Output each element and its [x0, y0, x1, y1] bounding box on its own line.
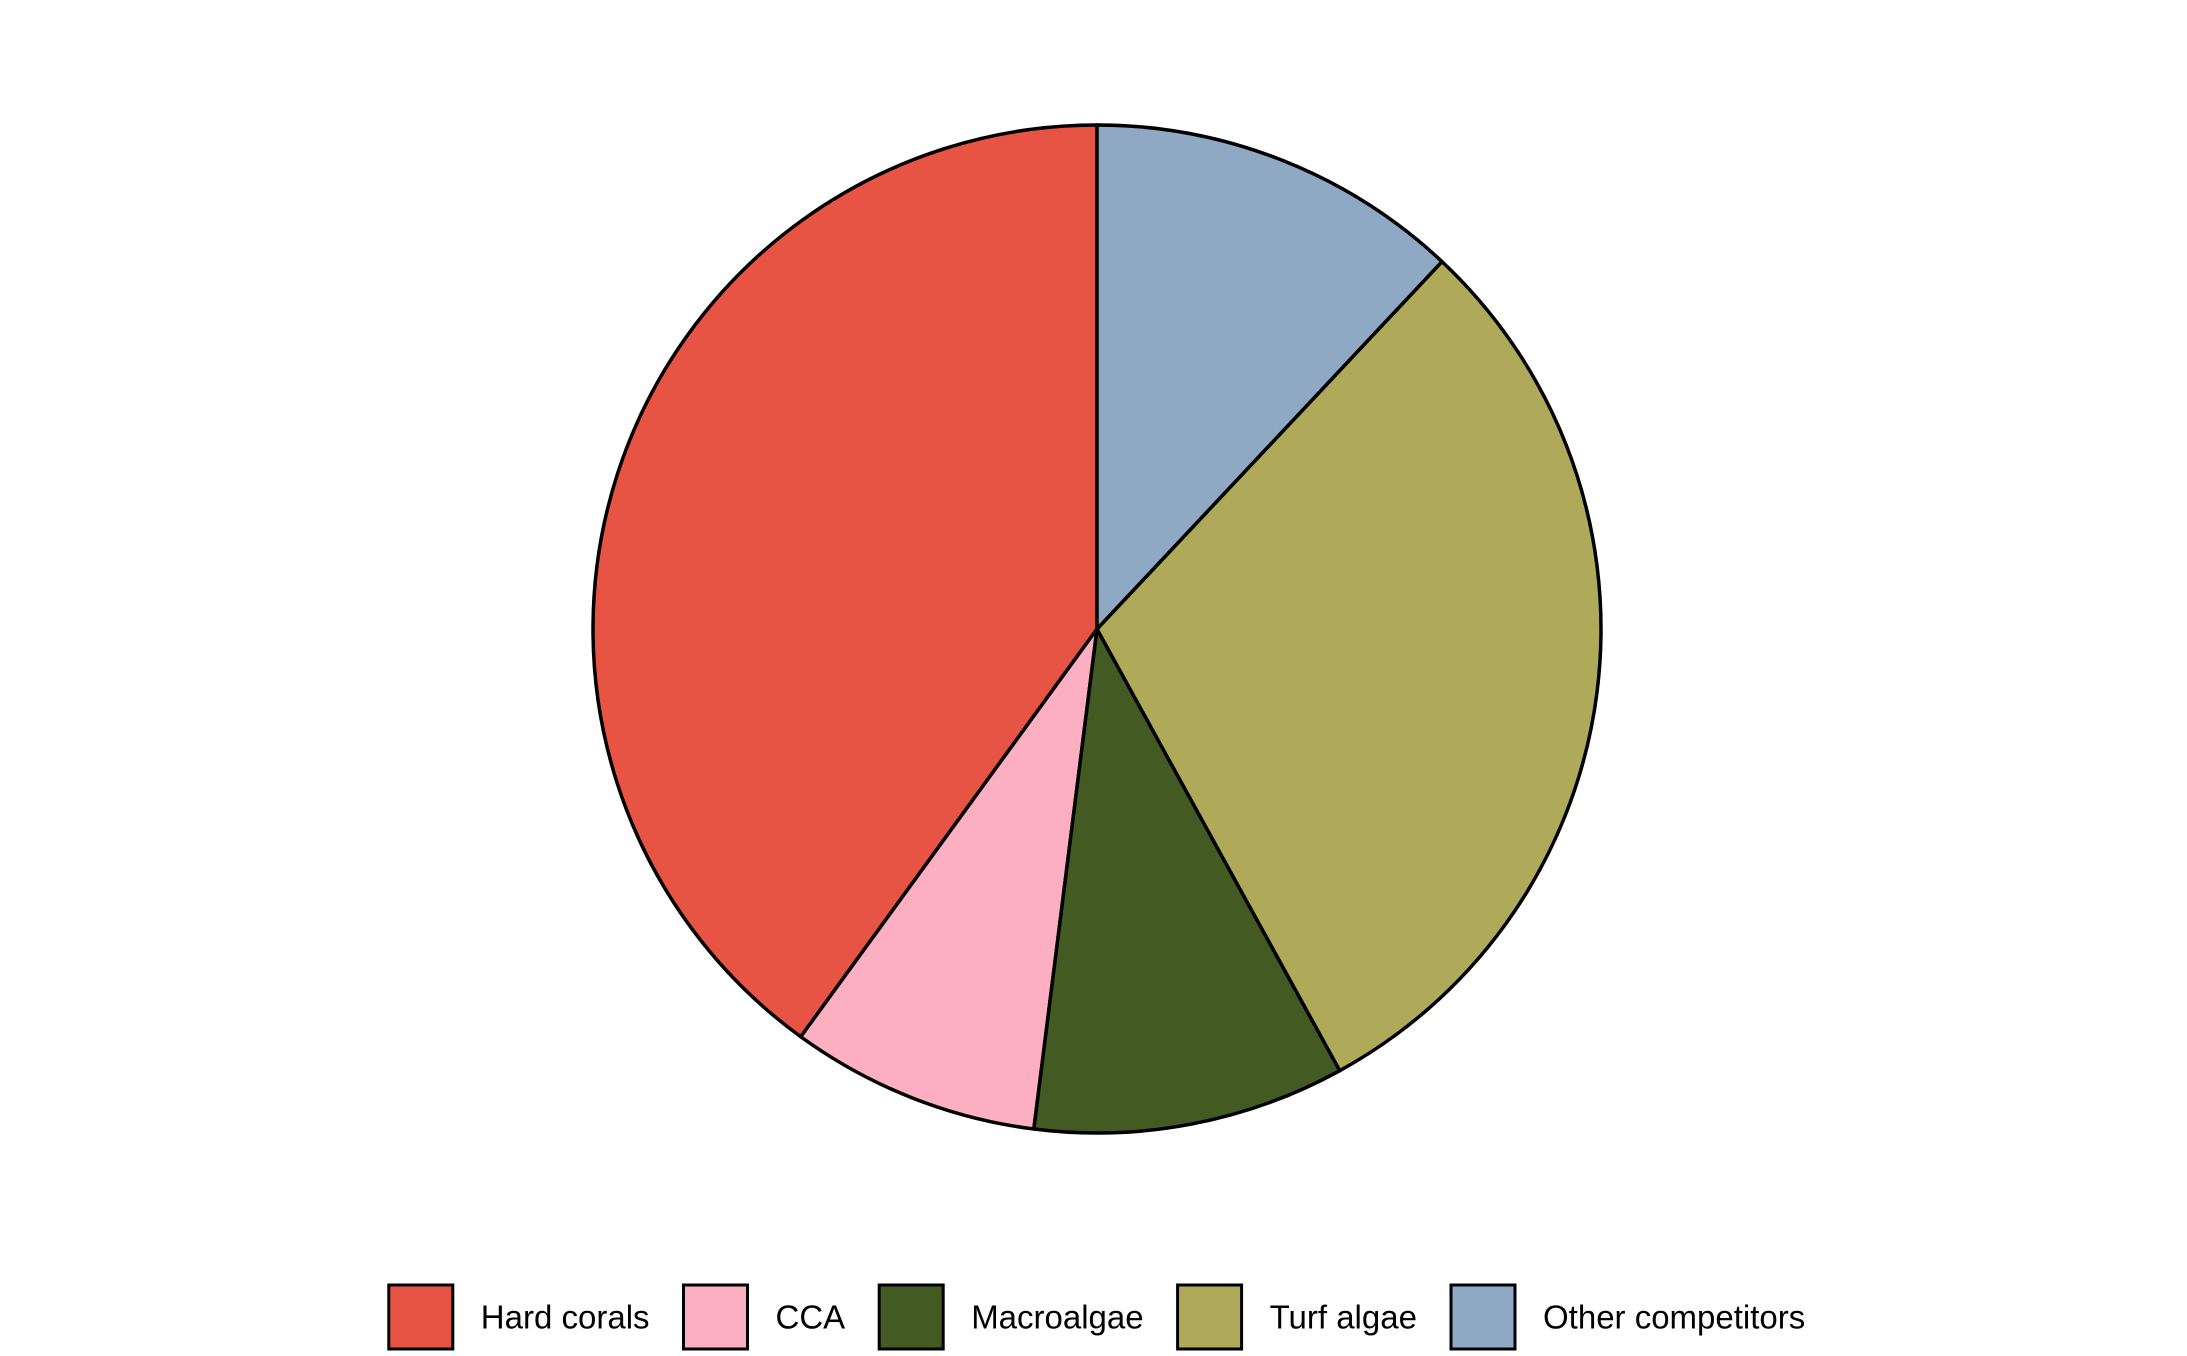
legend-item-turf-algae: Turf algae	[1176, 1283, 1417, 1351]
legend-swatch-turf-algae	[1176, 1283, 1244, 1351]
pie-slice-other-competitors	[1095, 123, 1444, 631]
legend-swatch-hard-corals	[387, 1283, 455, 1351]
pie-slice-turf-algae	[1095, 259, 1603, 1073]
legend-label-hard-corals: Hard corals	[481, 1299, 650, 1336]
legend-label-turf-algae: Turf algae	[1270, 1299, 1417, 1336]
legend-label-macroalgae: Macroalgae	[971, 1299, 1143, 1336]
pie-slice-cca	[799, 627, 1099, 1131]
pie-slices	[591, 123, 1603, 1135]
pie-slice-hard-corals	[591, 123, 1099, 1039]
legend-item-hard-corals: Hard corals	[387, 1283, 650, 1351]
legend-swatch-cca	[682, 1283, 749, 1351]
legend: Hard corals CCA Macroalgae Turf algae Other …	[387, 1283, 1805, 1351]
legend-label-other-competitors: Other competitors	[1543, 1299, 1805, 1336]
legend-swatch-macroalgae	[877, 1283, 945, 1351]
pie-slice-macroalgae	[1032, 627, 1342, 1135]
legend-swatch-other-competitors	[1449, 1283, 1517, 1351]
legend-item-cca: CCA	[682, 1283, 846, 1351]
legend-item-macroalgae: Macroalgae	[877, 1283, 1144, 1351]
legend-item-other-competitors: Other competitors	[1449, 1283, 1805, 1351]
legend-label-cca: CCA	[776, 1299, 846, 1336]
